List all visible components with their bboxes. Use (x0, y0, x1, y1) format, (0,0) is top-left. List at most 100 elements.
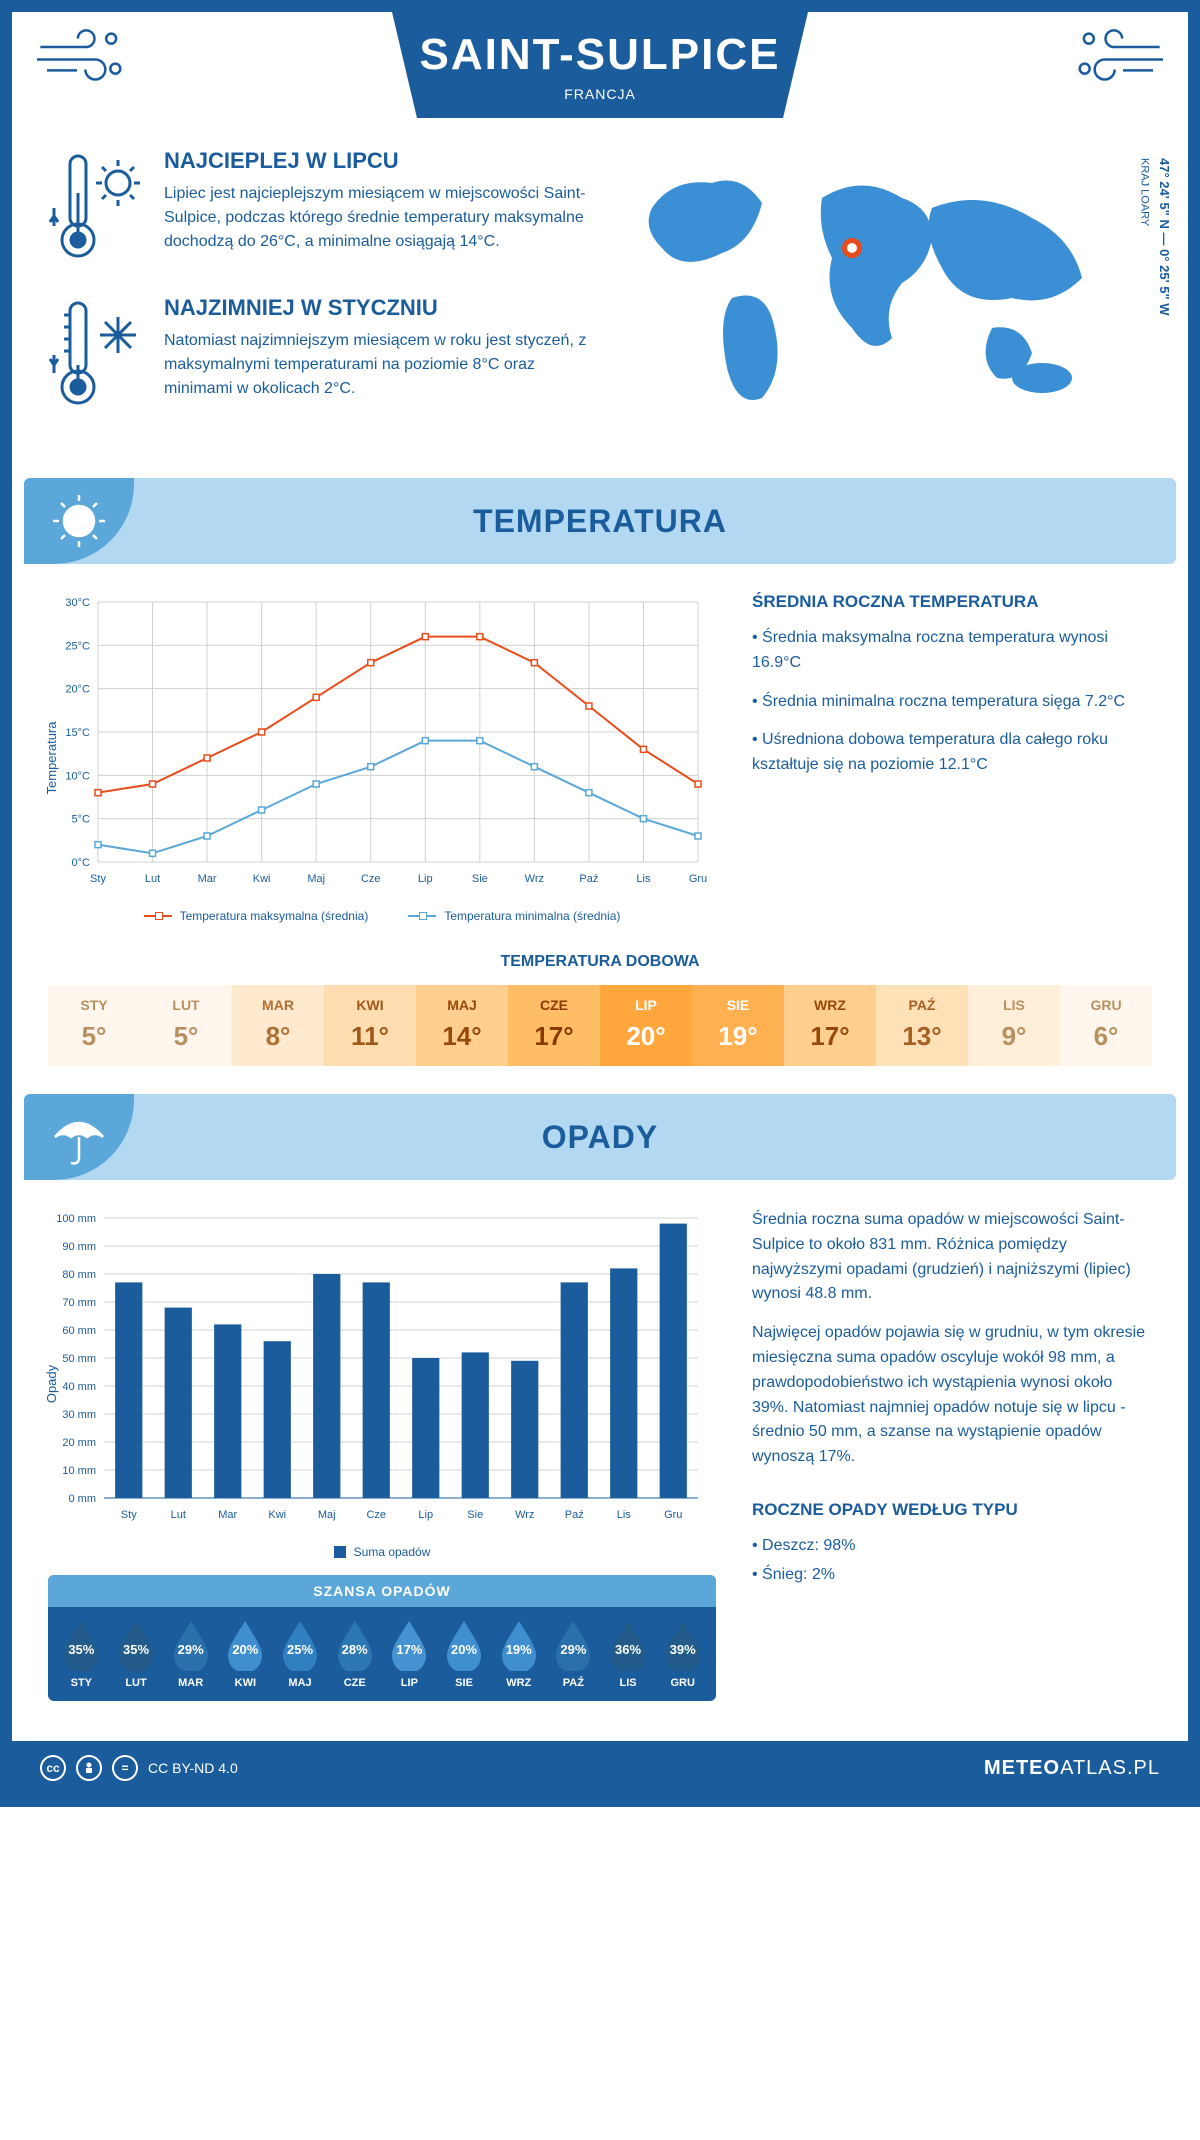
annual-temp-info: ŚREDNIA ROCZNA TEMPERATURA • Średnia mak… (752, 592, 1152, 923)
precip-rain: • Deszcz: 98% (752, 1534, 1152, 1559)
temperature-section-header: TEMPERATURA (24, 478, 1176, 564)
precip-by-type-title: ROCZNE OPADY WEDŁUG TYPU (752, 1500, 1152, 1520)
sun-icon (24, 478, 134, 564)
chance-cell: 35%LUT (109, 1619, 164, 1689)
svg-text:90 mm: 90 mm (62, 1241, 96, 1253)
site-brand: METEOATLAS.PL (984, 1757, 1160, 1780)
wind-right-icon (1048, 12, 1188, 102)
chance-cell: 25%MAJ (273, 1619, 328, 1689)
svg-text:Kwi: Kwi (253, 873, 271, 885)
legend-max-label: Temperatura maksymalna (średnia) (180, 909, 369, 923)
chance-cell: 20%KWI (218, 1619, 273, 1689)
chance-cell: 29%MAR (163, 1619, 218, 1689)
daily-temp-cell: WRZ17° (784, 985, 876, 1066)
coldest-text: Natomiast najzimniejszym miesiącem w rok… (164, 329, 588, 401)
by-icon (76, 1755, 102, 1781)
svg-text:Paź: Paź (565, 1509, 584, 1521)
precip-p1: Średnia roczna suma opadów w miejscowośc… (752, 1208, 1152, 1307)
raindrop-icon: 25% (279, 1619, 321, 1671)
warmest-block: NAJCIEPLEJ W LIPCU Lipiec jest najcieple… (48, 148, 588, 273)
raindrop-icon: 36% (607, 1619, 649, 1671)
svg-text:Gru: Gru (664, 1509, 682, 1521)
chance-cell: 39%GRU (655, 1619, 710, 1689)
precipitation-title: OPADY (542, 1119, 658, 1156)
daily-temp-cell: SIE19° (692, 985, 784, 1066)
svg-text:Lis: Lis (636, 873, 651, 885)
daily-temp-cell: STY5° (48, 985, 140, 1066)
svg-text:Sie: Sie (467, 1509, 483, 1521)
daily-temp-cell: LIP20° (600, 985, 692, 1066)
raindrop-icon: 20% (224, 1619, 266, 1671)
svg-text:Sty: Sty (90, 873, 106, 885)
daily-temp-cell: MAJ14° (416, 985, 508, 1066)
legend-precip-label: Suma opadów (354, 1545, 431, 1559)
precipitation-chance-box: SZANSA OPADÓW 35%STY 35%LUT 29%MAR 20%KW… (48, 1575, 716, 1701)
warmest-text: Lipiec jest najcieplejszym miesiącem w m… (164, 182, 588, 254)
coldest-block: NAJZIMNIEJ W STYCZNIU Natomiast najzimni… (48, 295, 588, 420)
svg-text:Wrz: Wrz (525, 873, 544, 885)
daily-temp-title: TEMPERATURA DOBOWA (48, 953, 1152, 971)
svg-text:Lut: Lut (171, 1509, 186, 1521)
precip-y-axis-label: Opady (44, 1364, 59, 1402)
coldest-title: NAJZIMNIEJ W STYCZNIU (164, 295, 588, 321)
svg-text:30 mm: 30 mm (62, 1409, 96, 1421)
raindrop-icon: 29% (552, 1619, 594, 1671)
nd-icon: = (112, 1755, 138, 1781)
chance-cell: 36%LIS (601, 1619, 656, 1689)
svg-text:10 mm: 10 mm (62, 1465, 96, 1477)
svg-text:Maj: Maj (318, 1509, 336, 1521)
svg-text:100 mm: 100 mm (56, 1213, 96, 1225)
chance-cell: 29%PAŹ (546, 1619, 601, 1689)
annual-temp-p1: • Średnia maksymalna roczna temperatura … (752, 626, 1152, 676)
precipitation-info: Średnia roczna suma opadów w miejscowośc… (752, 1208, 1152, 1729)
svg-text:Cze: Cze (361, 873, 381, 885)
daily-temp-cell: CZE17° (508, 985, 600, 1066)
svg-text:25°C: 25°C (65, 640, 90, 652)
svg-text:10°C: 10°C (65, 770, 90, 782)
svg-text:20 mm: 20 mm (62, 1437, 96, 1449)
daily-temperature-table: TEMPERATURA DOBOWA STY5°LUT5°MAR8°KWI11°… (48, 953, 1152, 1066)
region-label: KRAJ LOARY (1139, 158, 1151, 226)
chance-cell: 35%STY (54, 1619, 109, 1689)
annual-temp-p3: • Uśredniona dobowa temperatura dla całe… (752, 728, 1152, 778)
svg-text:Kwi: Kwi (268, 1509, 286, 1521)
precip-p2: Najwięcej opadów pojawia się w grudniu, … (752, 1321, 1152, 1470)
annual-temp-title: ŚREDNIA ROCZNA TEMPERATURA (752, 592, 1152, 612)
svg-text:Lut: Lut (145, 873, 160, 885)
svg-text:Mar: Mar (198, 873, 217, 885)
precipitation-legend: Suma opadów (48, 1545, 716, 1559)
svg-text:Lip: Lip (418, 1509, 433, 1521)
page: SAINT-SULPICE FRANCJA (0, 0, 1200, 1807)
header-row: SAINT-SULPICE FRANCJA (12, 12, 1188, 118)
chance-cell: 19%WRZ (491, 1619, 546, 1689)
info-row: NAJCIEPLEJ W LIPCU Lipiec jest najcieple… (12, 118, 1188, 460)
wind-left-icon (12, 12, 152, 102)
svg-text:60 mm: 60 mm (62, 1325, 96, 1337)
map-column: 47° 24' 5" N — 0° 25' 5" W KRAJ LOARY (612, 148, 1152, 442)
precip-snow: • Śnieg: 2% (752, 1563, 1152, 1588)
temperature-legend: Temperatura maksymalna (średnia) Tempera… (48, 909, 716, 923)
temperature-line-chart: Temperatura 0°C5°C10°C15°C20°C25°C30°CSt… (48, 592, 716, 923)
raindrop-icon: 17% (388, 1619, 430, 1671)
chance-cell: 17%LIP (382, 1619, 437, 1689)
svg-text:30°C: 30°C (65, 597, 90, 609)
daily-temp-cell: MAR8° (232, 985, 324, 1066)
svg-text:80 mm: 80 mm (62, 1269, 96, 1281)
umbrella-icon (24, 1094, 134, 1180)
map-marker-icon (842, 238, 862, 258)
precipitation-chart-svg: 0 mm10 mm20 mm30 mm40 mm50 mm60 mm70 mm8… (48, 1208, 708, 1528)
svg-text:0°C: 0°C (72, 857, 91, 869)
daily-temp-cell: GRU6° (1060, 985, 1152, 1066)
daily-temp-cell: LUT5° (140, 985, 232, 1066)
svg-text:Lis: Lis (617, 1509, 632, 1521)
raindrop-icon: 20% (443, 1619, 485, 1671)
daily-temp-cell: LIS9° (968, 985, 1060, 1066)
chance-cell: 28%CZE (327, 1619, 382, 1689)
temperature-chart-svg: 0°C5°C10°C15°C20°C25°C30°CStyLutMarKwiMa… (48, 592, 708, 892)
svg-text:40 mm: 40 mm (62, 1381, 96, 1393)
cc-icon: cc (40, 1755, 66, 1781)
country-label: FRANCJA (392, 86, 808, 102)
svg-text:0 mm: 0 mm (69, 1493, 97, 1505)
precipitation-bar-chart: Opady 0 mm10 mm20 mm30 mm40 mm50 mm60 mm… (48, 1208, 716, 1559)
svg-text:70 mm: 70 mm (62, 1297, 96, 1309)
